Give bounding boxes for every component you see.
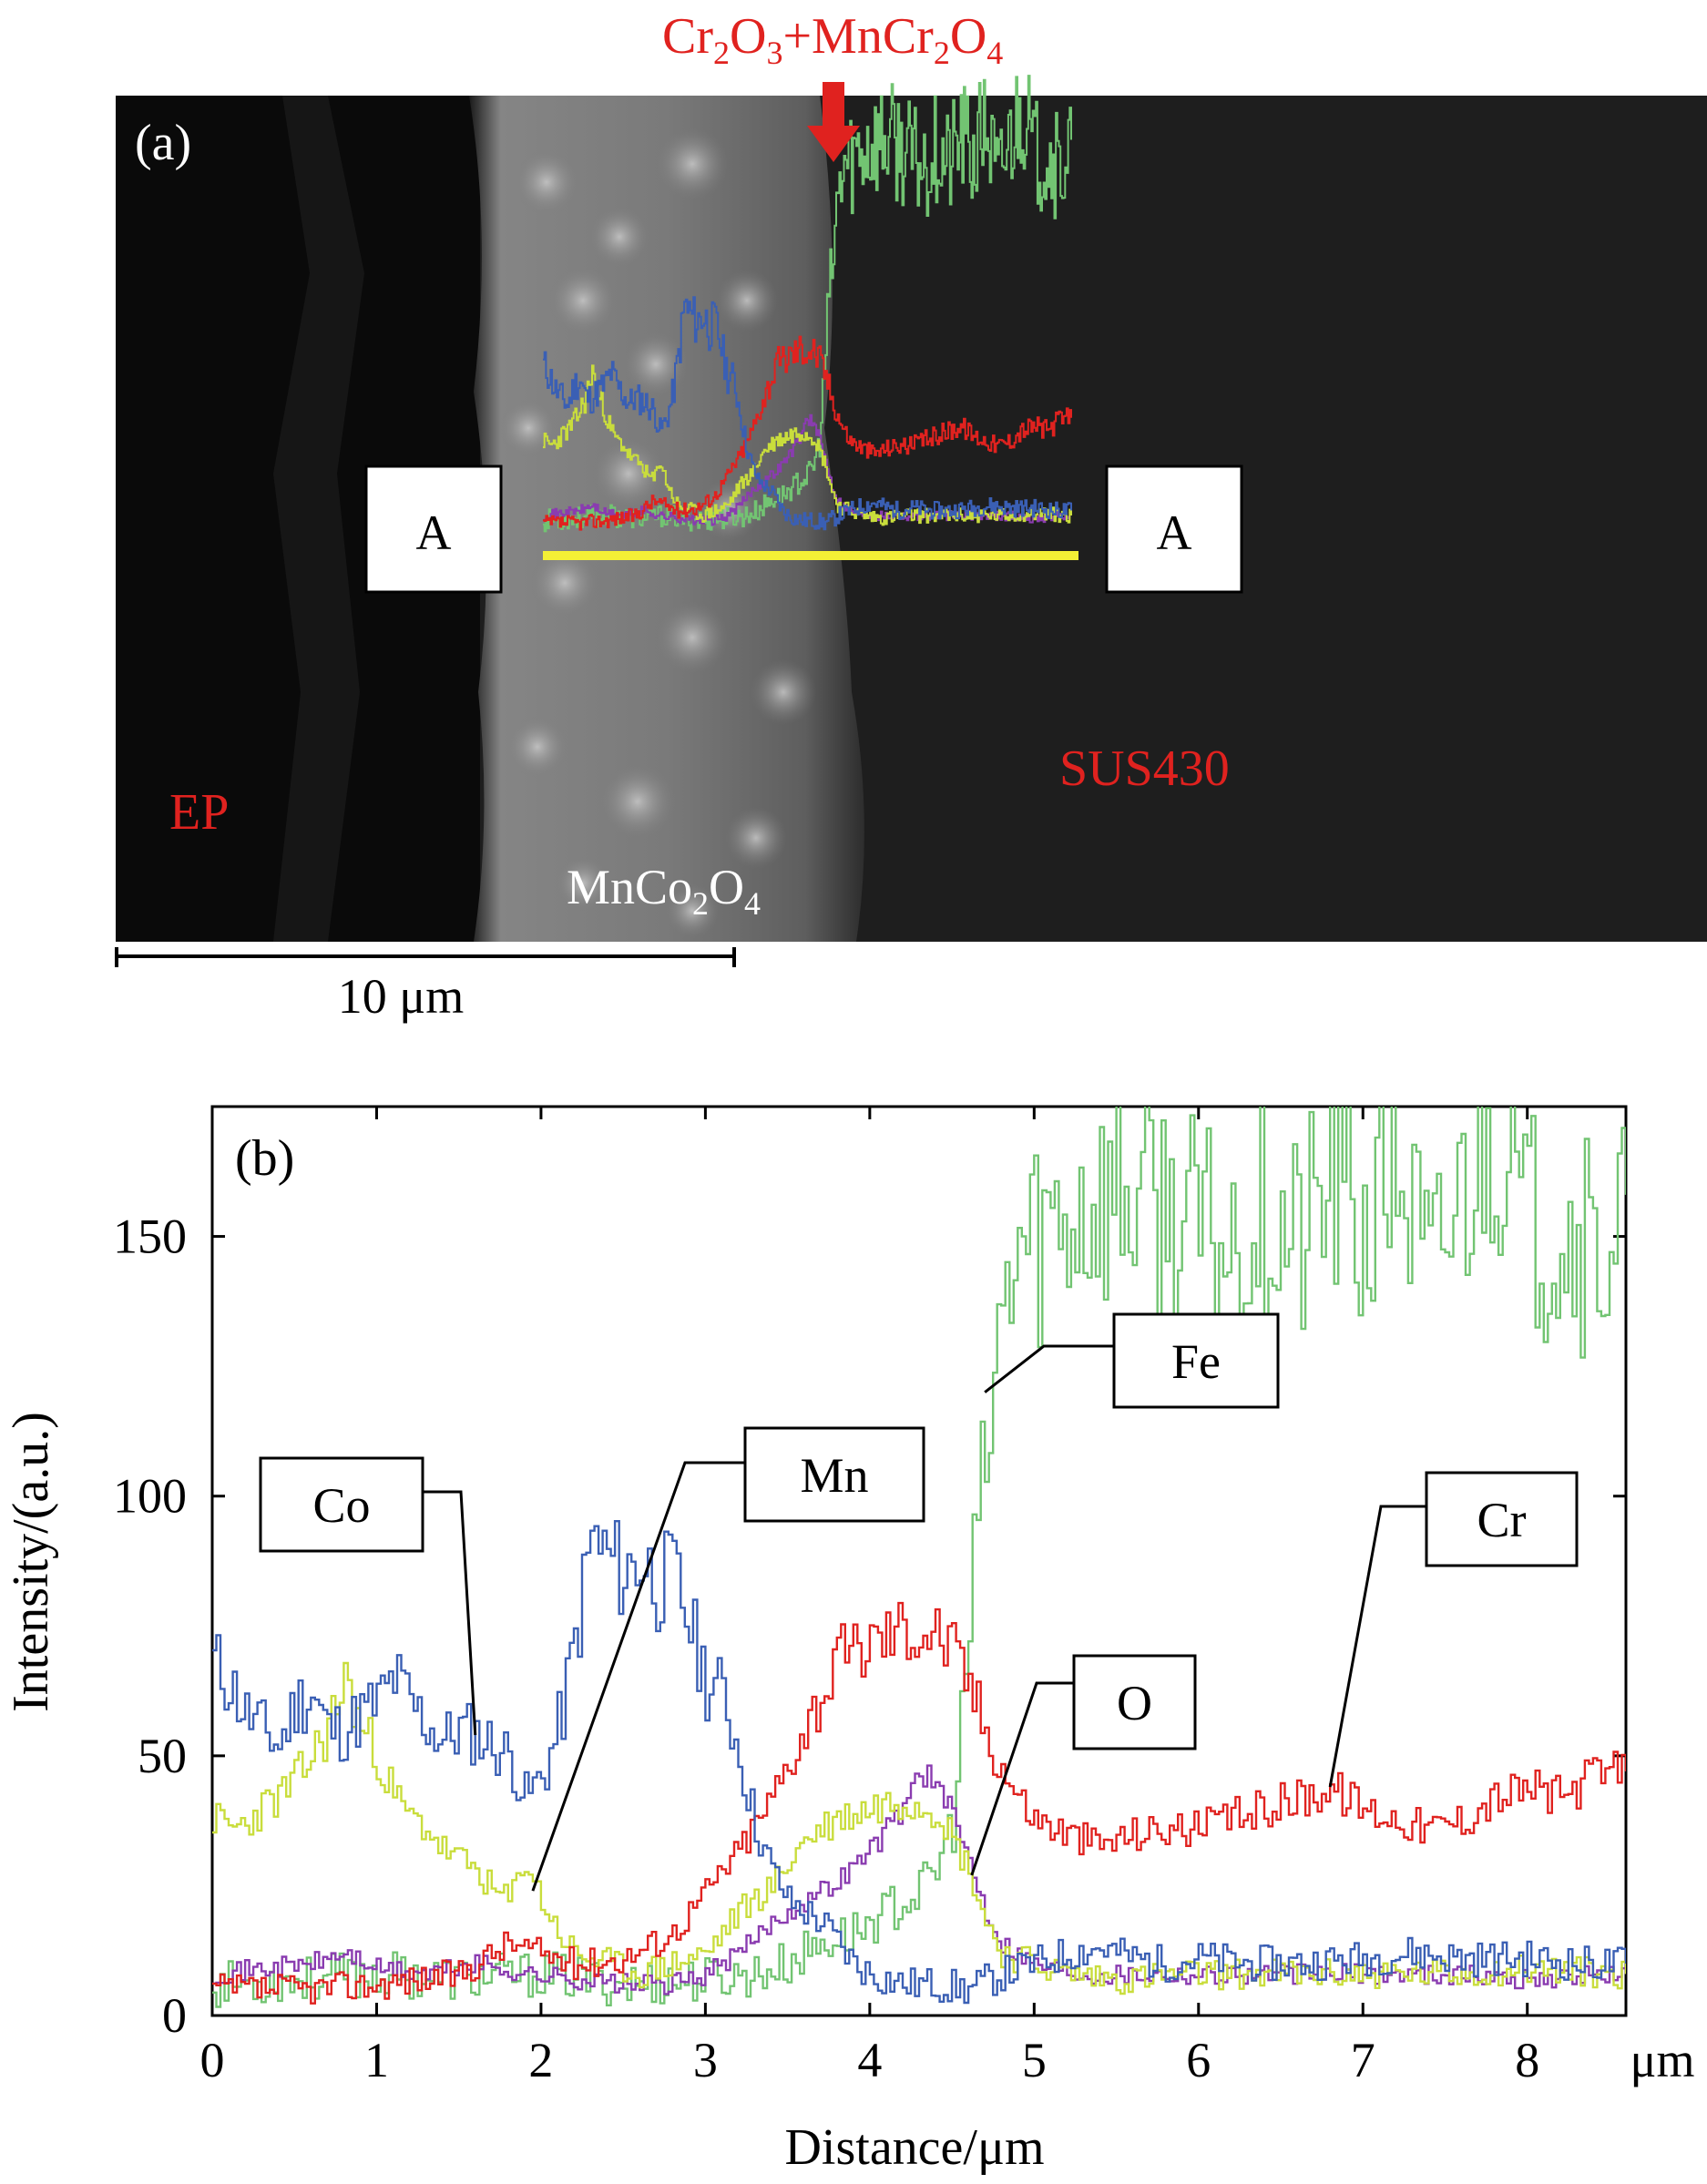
epoxy-edge-texture (273, 96, 364, 942)
callout-box (259, 1456, 424, 1553)
series-line-fe (212, 1107, 1626, 2008)
svg-text:A: A (1157, 505, 1192, 560)
overlay-line-co (543, 296, 1072, 531)
callout-box (1425, 1471, 1579, 1567)
x-axis-title: Distance/μm (784, 2119, 1044, 2176)
callout-box (1072, 1654, 1197, 1750)
series-layer (212, 1107, 1626, 2008)
callout-o: O (970, 1654, 1197, 1876)
y-axis-title: Intensity/(a.u.) (3, 1412, 59, 1712)
y-tick-label: 100 (113, 1469, 187, 1524)
callout-co: Co (259, 1456, 477, 1736)
label-sus430: SUS430 (1059, 740, 1230, 797)
axis-ticks: 0 1 2 3 4 5 6 7 8 μm 0 50 100 150 (113, 1107, 1694, 2087)
sem-linescan-overlay (543, 75, 1072, 533)
callout-label: Mn (800, 1448, 868, 1503)
series-line-cr (212, 1601, 1626, 2005)
x-tick-label: 3 (693, 2033, 718, 2087)
x-tick-label: 5 (1022, 2033, 1047, 2087)
panel-a-label: (a) (135, 115, 191, 171)
callout-leader (984, 1344, 1114, 1393)
callout-leader (970, 1681, 1074, 1876)
x-tick-label: 6 (1186, 2033, 1211, 2087)
label-coating: MnCo2O4 (567, 860, 761, 922)
y-tick-label: 50 (138, 1729, 187, 1783)
label-ep: EP (169, 784, 229, 841)
marker-right: A (1105, 464, 1243, 594)
x-tick-label: 1 (364, 2033, 389, 2087)
callout-label: O (1117, 1676, 1152, 1730)
callouts: Co Mn Fe O Cr (259, 1312, 1579, 1892)
panel-a: (a) A A EP SUS430 MnCo2O4 Cr2O3+MnCr2O4 … (115, 8, 1707, 1024)
coating-particles (499, 128, 816, 938)
scale-bar: 10 μm (115, 947, 736, 1024)
callout-box (1112, 1312, 1280, 1409)
series-line-co (212, 1520, 1626, 2005)
y-tick-label: 150 (113, 1209, 187, 1264)
arrow-down-icon (807, 82, 860, 162)
x-tick-label: 7 (1351, 2033, 1375, 2087)
marker-left: A (364, 464, 503, 594)
callout-box (743, 1426, 925, 1523)
callout-fe: Fe (984, 1312, 1280, 1409)
callout-label: Fe (1171, 1334, 1221, 1389)
callout-label: Cr (1477, 1493, 1527, 1547)
panel-b-label: (b) (235, 1130, 294, 1187)
x-tick-label: 8 (1515, 2033, 1539, 2087)
y-tick-label: 0 (162, 1988, 187, 2043)
panel-b-chart: 0 1 2 3 4 5 6 7 8 μm 0 50 100 150 Co Mn Fe O Cr (b) Dista… (3, 1105, 1694, 2176)
callout-leader (531, 1461, 745, 1892)
plot-frame (210, 1105, 1628, 2017)
scale-bar-label: 10 μm (338, 969, 464, 1024)
callout-mn: Mn (531, 1426, 925, 1892)
callout-leader (423, 1490, 477, 1736)
x-unit-label: μm (1630, 2033, 1695, 2087)
svg-text:A: A (416, 505, 452, 560)
arrow-label: Cr2O3+MnCr2O4 (662, 8, 1003, 71)
x-tick-label: 0 (200, 2033, 225, 2087)
callout-leader (1328, 1505, 1426, 1788)
callout-cr: Cr (1328, 1471, 1579, 1788)
overlay-line-cr (543, 335, 1072, 531)
x-tick-label: 4 (857, 2033, 882, 2087)
x-tick-label: 2 (528, 2033, 553, 2087)
callout-label: Co (312, 1478, 370, 1533)
